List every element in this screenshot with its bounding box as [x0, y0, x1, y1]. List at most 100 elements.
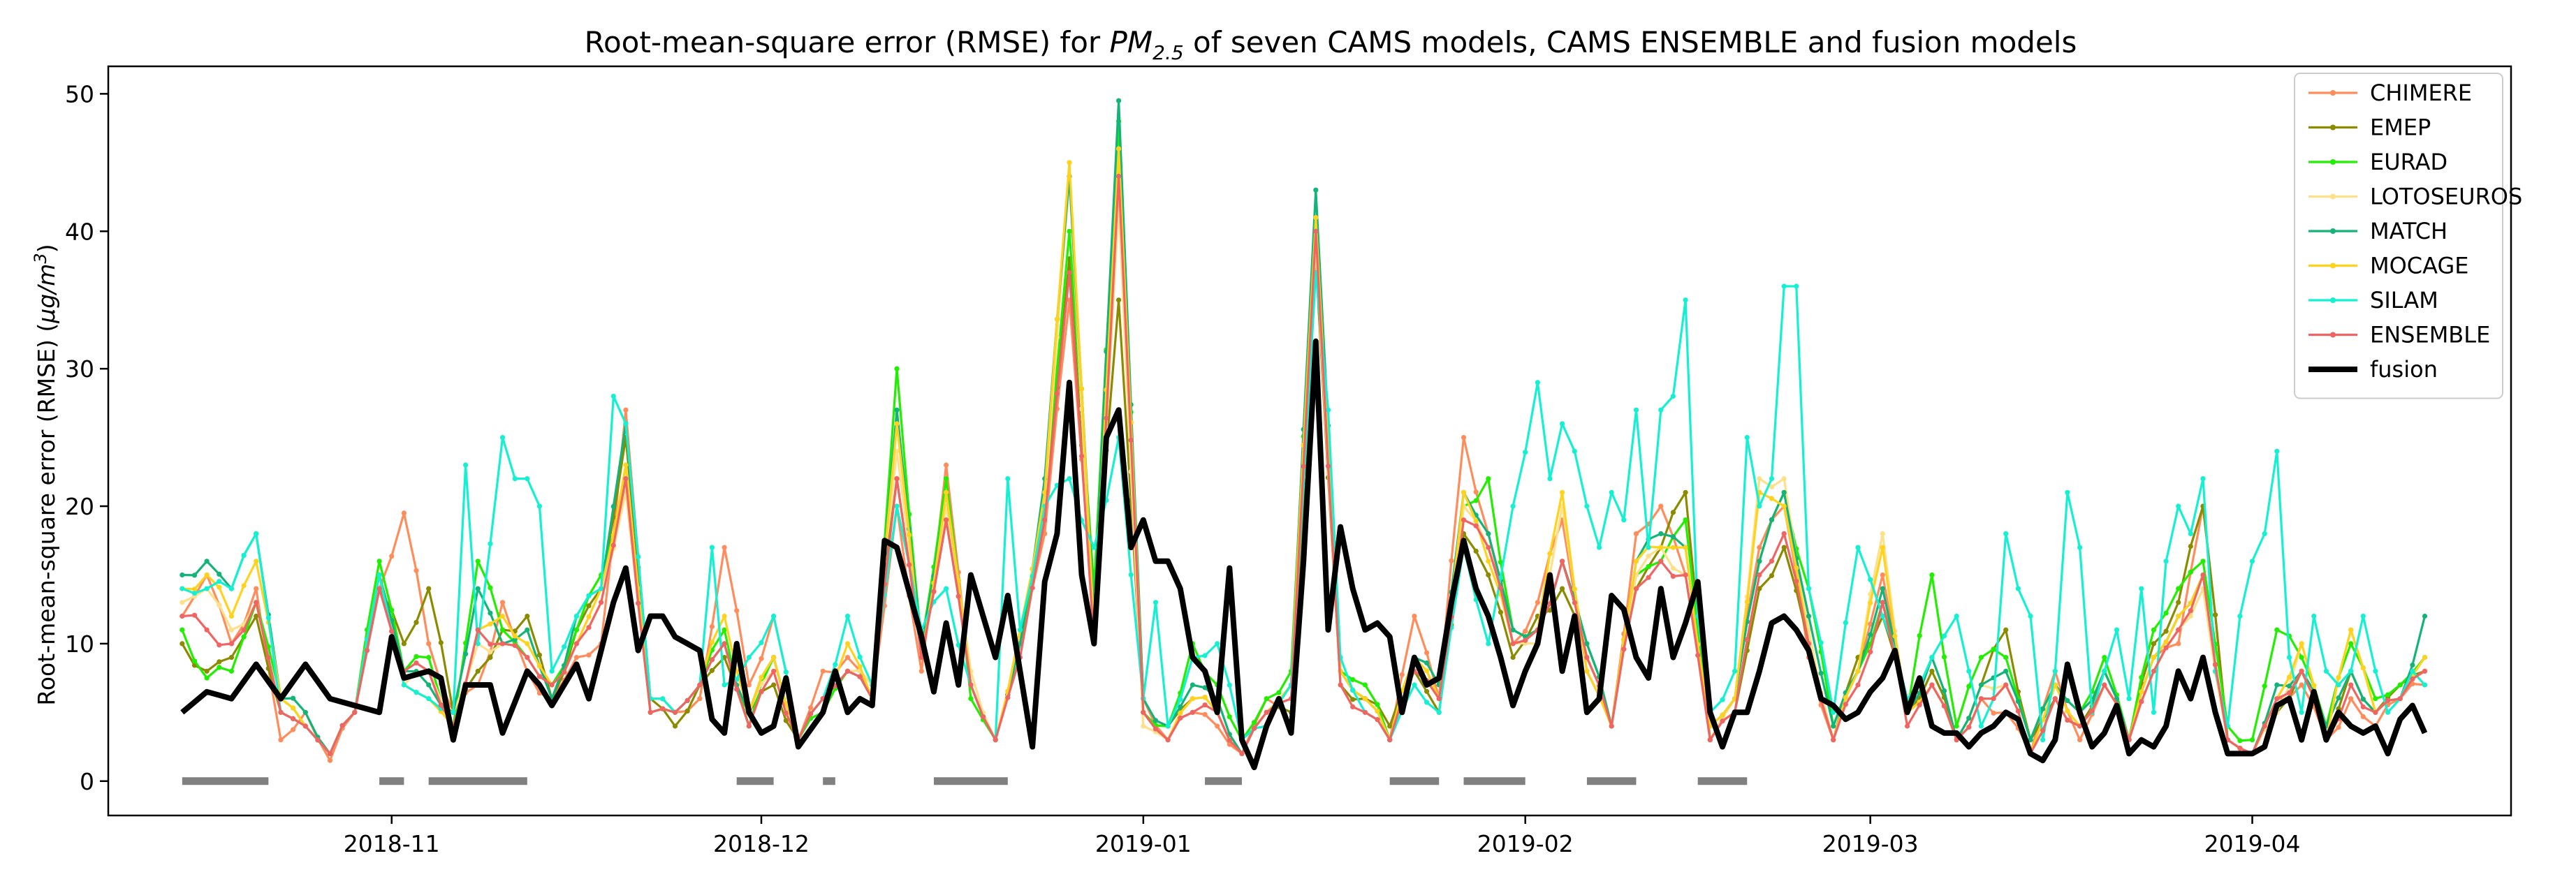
- data-point: [1831, 709, 1836, 715]
- data-point: [2015, 586, 2021, 591]
- data-point: [1560, 421, 1565, 427]
- data-point: [1732, 668, 1738, 674]
- data-point: [1412, 613, 1417, 619]
- data-point: [1633, 407, 1639, 413]
- data-point: [1584, 503, 1590, 509]
- data-point: [204, 627, 210, 633]
- data-point: [1375, 708, 1380, 714]
- data-point: [1486, 545, 1491, 550]
- data-point: [1486, 476, 1491, 482]
- data-point: [722, 627, 727, 633]
- legend-marker: [2330, 297, 2336, 303]
- data-point: [1461, 435, 1467, 441]
- data-point: [1079, 386, 1085, 392]
- data-point: [1781, 489, 1787, 495]
- legend-label: EURAD: [2370, 149, 2447, 175]
- data-point: [844, 641, 851, 647]
- data-point: [1486, 641, 1491, 647]
- data-point: [1868, 621, 1873, 627]
- data-point: [2052, 668, 2058, 674]
- data-point: [1424, 660, 1430, 666]
- data-point: [2028, 737, 2033, 743]
- data-point: [488, 649, 493, 655]
- data-point: [352, 709, 358, 715]
- data-point: [746, 655, 752, 660]
- data-point: [1868, 600, 1873, 606]
- data-point: [2151, 641, 2156, 647]
- data-point: [1991, 696, 1996, 702]
- data-point: [254, 559, 259, 564]
- data-point: [327, 758, 333, 763]
- data-point: [1991, 710, 1996, 716]
- data-point: [1510, 641, 1516, 647]
- data-point: [2077, 737, 2083, 743]
- data-point: [339, 723, 345, 728]
- data-point: [2163, 628, 2169, 634]
- data-point: [2065, 708, 2070, 714]
- legend-label: SILAM: [2370, 287, 2438, 313]
- data-point: [1399, 672, 1405, 677]
- data-point: [2089, 708, 2095, 714]
- data-point: [1941, 654, 1947, 660]
- data-point: [697, 696, 703, 702]
- data-point: [1239, 751, 1245, 756]
- data-point: [1190, 696, 1195, 702]
- data-point: [709, 545, 715, 550]
- data-point: [1436, 709, 1442, 715]
- data-point: [1547, 607, 1553, 613]
- data-point: [2373, 709, 2378, 715]
- data-point: [2126, 696, 2132, 702]
- data-point: [1252, 720, 1257, 725]
- data-point: [2188, 531, 2193, 537]
- data-point: [1843, 620, 1848, 626]
- data-point: [1152, 726, 1159, 732]
- data-point: [2003, 531, 2009, 537]
- data-point: [2102, 668, 2107, 674]
- data-point: [1868, 577, 1873, 582]
- data-point: [1683, 517, 1688, 523]
- data-point: [919, 655, 924, 660]
- data-point: [968, 696, 974, 702]
- data-point: [894, 407, 900, 413]
- data-point: [1584, 668, 1590, 674]
- data-point: [217, 642, 222, 648]
- data-point: [1757, 559, 1762, 564]
- data-point: [2286, 674, 2292, 680]
- y-tick-label: 50: [65, 80, 94, 108]
- data-point: [2360, 696, 2366, 702]
- data-point: [2188, 613, 2193, 619]
- data-point: [1350, 677, 1356, 683]
- data-point: [2299, 655, 2304, 660]
- data-point: [1017, 627, 1023, 633]
- legend-label: EMEP: [2370, 115, 2431, 141]
- data-point: [499, 435, 506, 441]
- data-point: [1350, 687, 1356, 693]
- data-point: [894, 421, 900, 427]
- data-point: [1202, 685, 1208, 691]
- data-point: [2336, 695, 2341, 701]
- data-point: [291, 695, 296, 701]
- data-point: [1670, 566, 1676, 571]
- data-point: [2262, 531, 2267, 537]
- data-point: [426, 696, 432, 702]
- data-point: [2139, 674, 2144, 680]
- data-point: [2040, 728, 2046, 733]
- data-point: [1646, 575, 1651, 580]
- data-point: [1313, 187, 1319, 193]
- data-point: [1818, 640, 1824, 646]
- data-point: [573, 641, 580, 647]
- data-point: [1104, 415, 1109, 421]
- plot-area: [180, 98, 2428, 785]
- data-point: [1584, 641, 1590, 647]
- data-point: [709, 623, 715, 630]
- data-point: [1227, 737, 1232, 743]
- data-point: [944, 462, 949, 468]
- data-point: [315, 737, 321, 743]
- data-point: [2311, 613, 2317, 619]
- data-point: [1621, 517, 1627, 523]
- data-point: [1720, 718, 1725, 724]
- data-point: [1227, 682, 1232, 688]
- data-point: [1757, 572, 1762, 578]
- data-point: [2213, 612, 2218, 618]
